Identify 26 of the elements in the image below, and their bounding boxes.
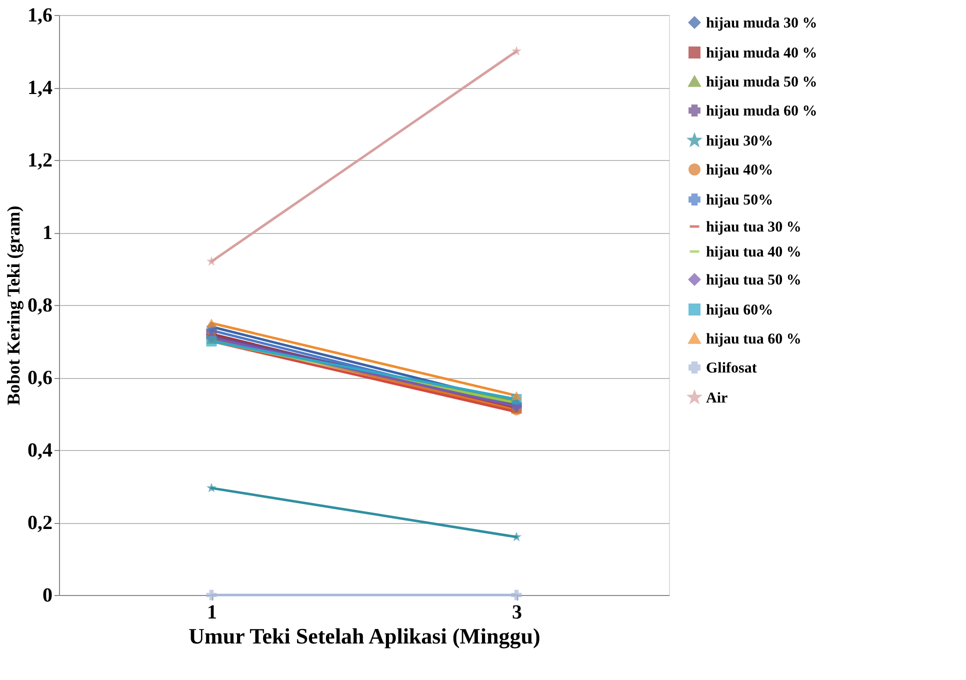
legend-label: hijau 30% — [706, 134, 774, 150]
x-axis-title: Umur Teki Setelah Aplikasi (Minggu) — [188, 624, 540, 648]
legend-label: hijau tua 30 % — [706, 220, 802, 236]
y-tick-label: 1,2 — [28, 150, 52, 172]
y-tick-label: 0,4 — [28, 440, 52, 462]
y-tick-label: 0,6 — [28, 367, 52, 389]
legend-label: hijau tua 50 % — [706, 272, 802, 288]
legend-label: hijau muda 50 % — [706, 74, 818, 90]
legend-label: hijau 50% — [706, 192, 774, 208]
legend-label: hijau tua 60 % — [706, 332, 802, 348]
y-tick-label: 0 — [42, 584, 52, 606]
y-tick-label: 1,4 — [28, 77, 52, 99]
legend-label: Air — [706, 390, 728, 406]
legend-label: hijau muda 60 % — [706, 104, 818, 120]
y-tick-label: 1,6 — [28, 4, 52, 26]
legend-label: Glifosat — [706, 360, 757, 376]
y-axis-title: Bobot Kering Teki (gram) — [4, 206, 24, 406]
legend-label: hijau muda 30 % — [706, 16, 818, 32]
x-tick-label: 3 — [512, 602, 522, 624]
legend-label: hijau muda 40 % — [706, 46, 818, 62]
y-tick-label: 1 — [42, 222, 52, 244]
y-tick-label: 0,2 — [28, 512, 52, 534]
legend-label: hijau 60% — [706, 302, 774, 318]
legend-label: hijau tua 40 % — [706, 244, 802, 260]
legend-label: hijau 40% — [706, 162, 774, 178]
y-tick-label: 0,8 — [28, 294, 52, 316]
